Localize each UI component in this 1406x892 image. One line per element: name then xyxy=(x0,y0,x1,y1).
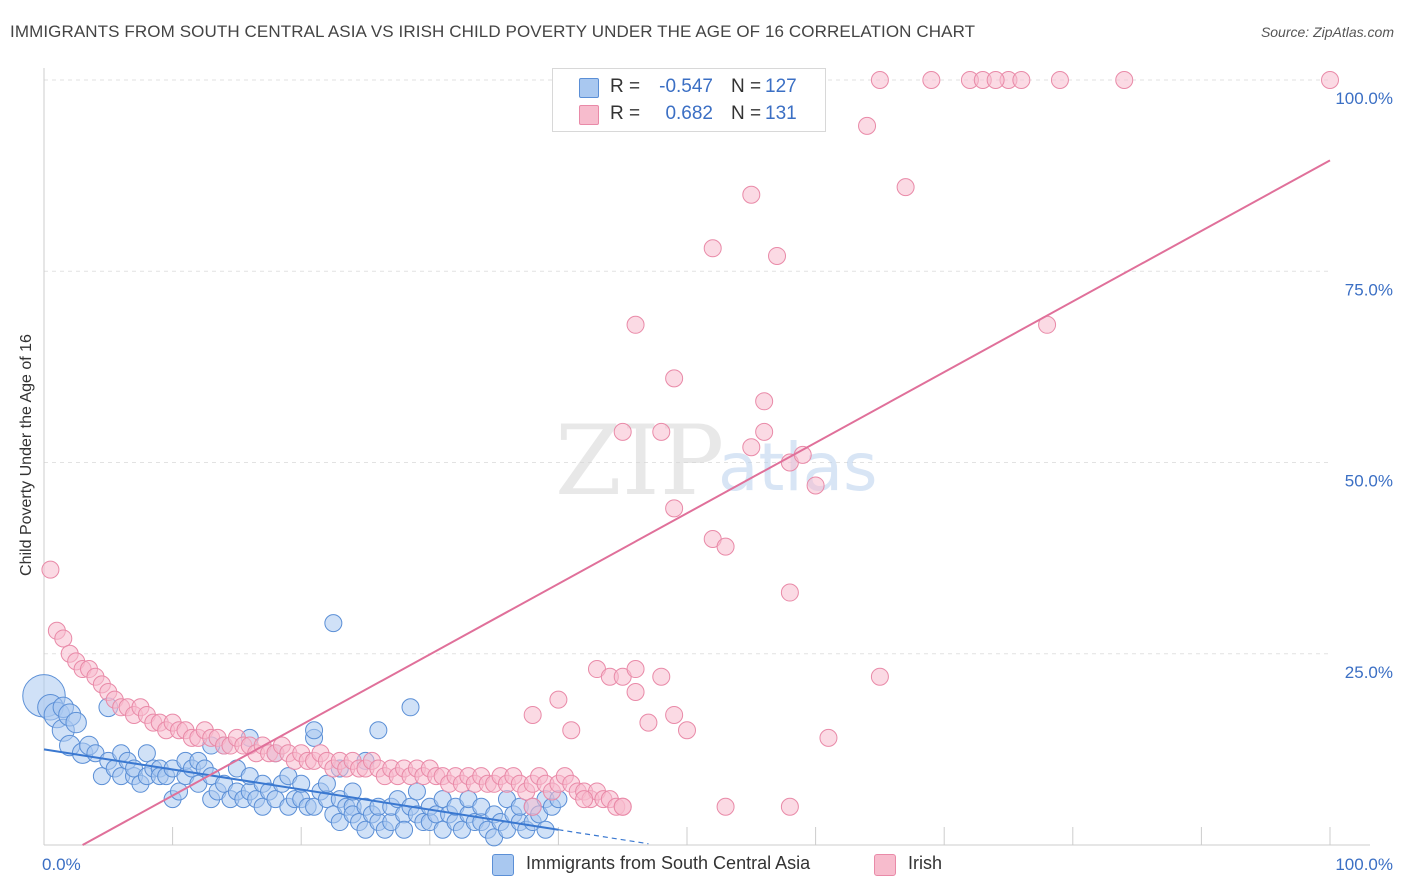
data-point xyxy=(613,422,632,441)
data-point xyxy=(626,660,645,679)
x-tick-label: 100.0% xyxy=(1335,855,1393,874)
r-value: 0.682 xyxy=(665,103,713,124)
data-point xyxy=(536,820,555,839)
data-point xyxy=(678,721,696,740)
legend-swatch-blue xyxy=(492,854,514,876)
data-point xyxy=(1012,71,1031,89)
legend-swatch-blue xyxy=(579,78,599,98)
watermark-zip: ZIP xyxy=(555,405,724,517)
legend-row-immigrants: R = -0.547 N = 127 xyxy=(553,74,825,100)
legend-swatch-pink xyxy=(579,105,599,125)
data-point xyxy=(652,422,671,441)
data-point xyxy=(613,797,632,816)
data-point xyxy=(523,705,542,724)
data-point xyxy=(896,178,915,197)
data-point xyxy=(742,438,761,457)
data-point xyxy=(665,369,684,388)
data-point xyxy=(401,698,420,717)
n-value: 127 xyxy=(765,76,797,97)
watermark: ZIP atlas xyxy=(555,405,878,517)
tick-labels: 100.0% 75.0% 50.0% 25.0% 0.0% 100.0% xyxy=(42,89,1393,874)
data-point xyxy=(343,782,362,801)
n-label: N = xyxy=(731,103,762,124)
watermark-atlas: atlas xyxy=(718,429,878,506)
data-point xyxy=(755,422,774,441)
data-point xyxy=(806,476,825,495)
data-point xyxy=(870,667,889,686)
data-point xyxy=(755,392,774,411)
data-point xyxy=(665,705,684,724)
series-irish-points xyxy=(41,71,1339,816)
grid-lines xyxy=(44,79,1330,655)
data-point xyxy=(407,782,426,801)
legend-row-irish: R = 0.682 N = 131 xyxy=(553,101,825,127)
data-point xyxy=(780,583,799,602)
n-label: N = xyxy=(731,76,762,97)
trend-lines xyxy=(43,159,1331,846)
data-point xyxy=(716,537,735,556)
y-tick-label: 25.0% xyxy=(1345,663,1393,682)
r-label: R = xyxy=(610,76,641,97)
legend-label: Irish xyxy=(908,853,943,873)
n-value: 131 xyxy=(765,103,797,124)
data-point xyxy=(922,71,941,89)
data-point xyxy=(858,116,877,135)
data-point xyxy=(137,744,156,763)
x-tick-label: 0.0% xyxy=(42,855,81,874)
y-tick-label: 100.0% xyxy=(1335,89,1393,108)
legend-label: Immigrants from South Central Asia xyxy=(526,853,811,873)
chart-title: IMMIGRANTS FROM SOUTH CENTRAL ASIA VS IR… xyxy=(10,22,976,41)
data-point xyxy=(549,690,568,709)
data-point xyxy=(575,790,594,809)
trend-line-immigrants xyxy=(43,748,559,831)
data-point xyxy=(65,711,87,734)
data-point xyxy=(395,820,414,839)
data-point xyxy=(716,797,735,816)
data-point xyxy=(819,728,838,747)
correlation-legend: R = -0.547 N = 127 R = 0.682 N = 131 xyxy=(552,68,826,132)
data-point xyxy=(369,721,388,740)
data-point xyxy=(780,797,799,816)
data-point xyxy=(665,499,684,518)
data-point xyxy=(626,683,645,701)
y-tick-label: 75.0% xyxy=(1345,280,1393,299)
y-tick-label: 50.0% xyxy=(1345,472,1393,491)
data-point xyxy=(54,629,73,648)
trend-line-irish xyxy=(82,159,1331,846)
data-point xyxy=(41,560,60,579)
data-point xyxy=(1321,71,1339,89)
legend-swatch-pink xyxy=(874,854,896,876)
r-label: R = xyxy=(610,103,641,124)
data-point xyxy=(703,239,722,258)
trend-line-immigrants-extension xyxy=(558,829,649,845)
data-point xyxy=(523,797,542,816)
data-point xyxy=(639,713,658,732)
data-point xyxy=(317,774,336,793)
r-value: -0.547 xyxy=(659,76,713,97)
data-point xyxy=(768,246,787,265)
data-point xyxy=(626,315,645,334)
data-point xyxy=(742,185,761,204)
data-point xyxy=(1050,71,1069,89)
data-point xyxy=(324,614,343,633)
series-immigrants-points xyxy=(22,614,568,847)
data-point xyxy=(305,721,324,740)
data-point xyxy=(986,71,1005,89)
data-point xyxy=(1115,71,1134,89)
data-point xyxy=(870,71,889,89)
data-point xyxy=(562,721,581,740)
source-credit: Source: ZipAtlas.com xyxy=(1260,24,1394,40)
data-point xyxy=(652,667,671,686)
